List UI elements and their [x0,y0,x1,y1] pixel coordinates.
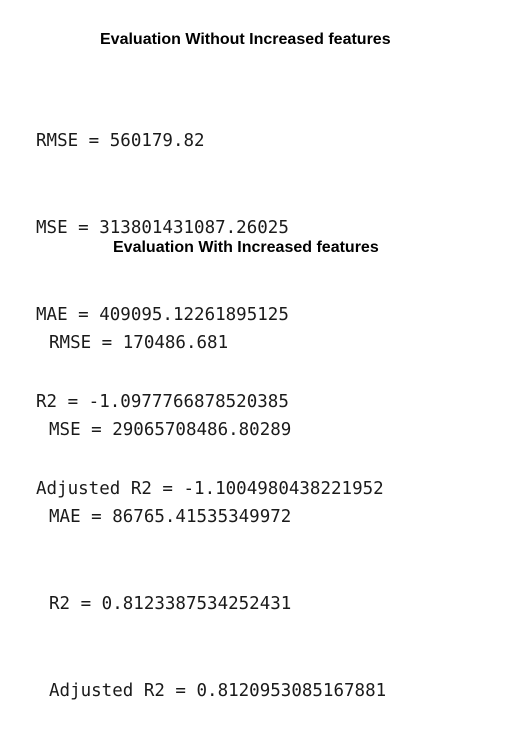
metric-mae: MAE = 86765.41535349972 [49,507,292,527]
metrics-block-without-increased-features: RMSE = 560179.82 MSE = 313801431087.2602… [36,69,384,533]
heading-with-increased-features: Evaluation With Increased features [113,239,379,256]
metrics-block-with-increased-features: RMSE = 170486.681 MSE = 29065708486.8028… [49,271,386,735]
metric-r2: R2 = 0.8123387534252431 [49,594,292,614]
metric-mse: MSE = 29065708486.80289 [49,420,292,440]
heading-without-increased-features: Evaluation Without Increased features [100,31,391,48]
metric-mse: MSE = 313801431087.26025 [36,218,289,238]
metric-rmse: RMSE = 560179.82 [36,131,205,151]
metric-mae: MAE = 409095.12261895125 [36,305,289,325]
metric-r2: R2 = -1.0977766878520385 [36,392,289,412]
metric-adjusted-r2: Adjusted R2 = 0.8120953085167881 [49,681,387,701]
metric-rmse: RMSE = 170486.681 [49,333,229,353]
